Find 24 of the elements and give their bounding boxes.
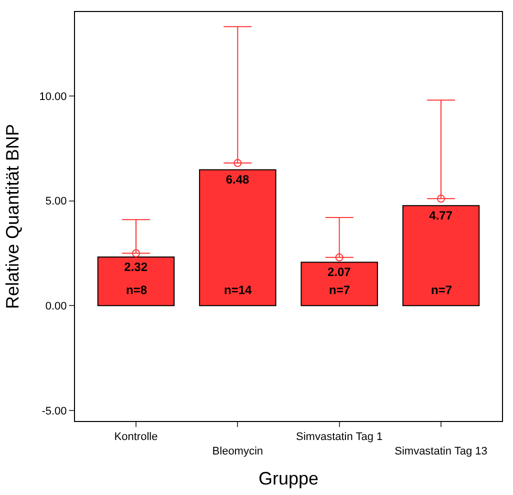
y-tick-label: 0.00 — [45, 300, 67, 312]
x-tick-label: Bleomycin — [212, 446, 264, 458]
point — [437, 194, 445, 203]
x-axis-title: Gruppe — [258, 468, 319, 489]
bar — [402, 205, 480, 306]
annotation: n=8 — [126, 283, 148, 297]
y-tick-label: -5.00 — [42, 405, 67, 418]
point — [234, 159, 242, 168]
point — [132, 249, 140, 258]
x-tick-label: Kontrolle — [114, 431, 158, 444]
annotation: n=14 — [224, 283, 252, 297]
annotation: n=7 — [431, 283, 452, 297]
annotation: n=7 — [329, 283, 350, 297]
data-label: 2.32 — [124, 260, 148, 274]
data-label: 6.48 — [226, 172, 250, 187]
data-label: 4.77 — [429, 208, 453, 223]
y-tick-label: 5.00 — [45, 196, 67, 208]
x-tick-label: Simvastatin Tag 1 — [296, 431, 383, 444]
y-tick-label: 10.00 — [39, 90, 67, 103]
point — [335, 253, 344, 262]
data-label: 2.07 — [327, 265, 352, 280]
bar — [199, 169, 276, 306]
y-axis-title: Relative Quantität BNP — [2, 124, 22, 310]
x-tick-label: Simvastatin Tag 13 — [394, 446, 488, 458]
